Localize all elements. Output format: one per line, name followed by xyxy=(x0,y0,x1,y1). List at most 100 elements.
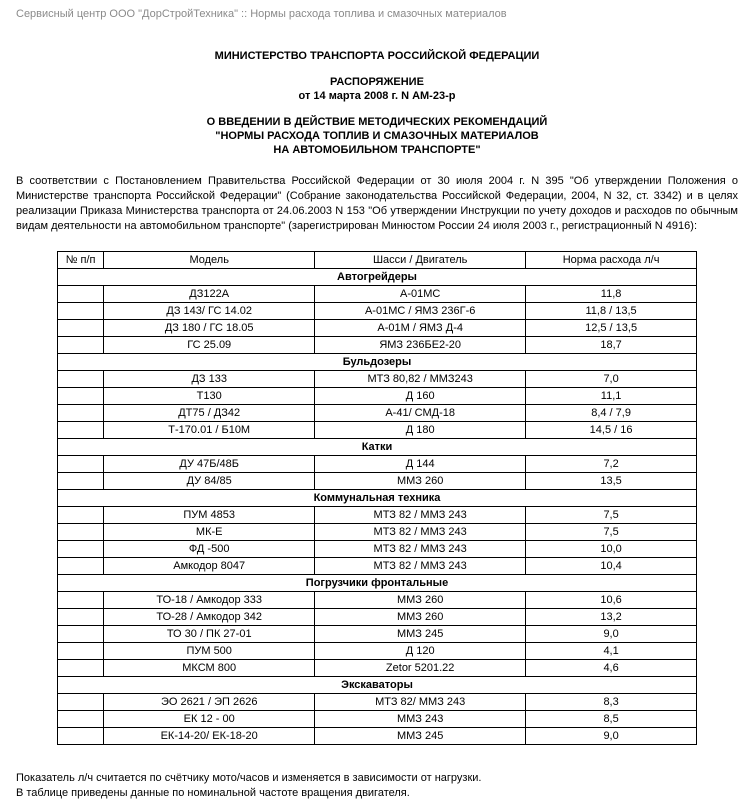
cell-index xyxy=(58,507,104,524)
table-row: Т130Д 16011,1 xyxy=(58,388,697,405)
cell-model: ДЗ 133 xyxy=(104,371,315,388)
table-row: ФД -500МТЗ 82 / ММЗ 24310,0 xyxy=(58,541,697,558)
cell-model: ДТ75 / ДЗ42 xyxy=(104,405,315,422)
cell-rate: 13,2 xyxy=(526,609,697,626)
table-row: Т-170.01 / Б10МД 18014,5 / 16 xyxy=(58,422,697,439)
document-header: МИНИСТЕРСТВО ТРАНСПОРТА РОССИЙСКОЙ ФЕДЕР… xyxy=(16,50,738,156)
cell-rate: 13,5 xyxy=(526,473,697,490)
title-line-2: "НОРМЫ РАСХОДА ТОПЛИВ И СМАЗОЧНЫХ МАТЕРИ… xyxy=(16,130,738,142)
table-header-row: № п/п Модель Шасси / Двигатель Норма рас… xyxy=(58,252,697,269)
cell-index xyxy=(58,388,104,405)
cell-index xyxy=(58,558,104,575)
footnote-line-2: В таблице приведены данные по номинально… xyxy=(16,786,738,801)
cell-rate: 7,2 xyxy=(526,456,697,473)
cell-model: Амкодор 8047 xyxy=(104,558,315,575)
cell-rate: 12,5 / 13,5 xyxy=(526,320,697,337)
cell-rate: 8,5 xyxy=(526,711,697,728)
cell-index xyxy=(58,456,104,473)
cell-index xyxy=(58,592,104,609)
cell-model: Т130 xyxy=(104,388,315,405)
cell-engine: А-41/ СМД-18 xyxy=(315,405,526,422)
order-line: РАСПОРЯЖЕНИЕ xyxy=(16,76,738,88)
cell-rate: 7,5 xyxy=(526,524,697,541)
cell-engine: А-01МС / ЯМЗ 236Г-6 xyxy=(315,303,526,320)
cell-rate: 7,0 xyxy=(526,371,697,388)
table-row: ДЗ 143/ ГС 14.02А-01МС / ЯМЗ 236Г-611,8 … xyxy=(58,303,697,320)
intro-paragraph: В соответствии с Постановлением Правител… xyxy=(16,174,738,233)
breadcrumb: Сервисный центр ООО "ДорСтройТехника" ::… xyxy=(16,8,738,20)
cell-index xyxy=(58,320,104,337)
cell-model: ДЗ122А xyxy=(104,286,315,303)
cell-index xyxy=(58,303,104,320)
cell-model: ТО 30 / ПК 27-01 xyxy=(104,626,315,643)
cell-index xyxy=(58,286,104,303)
cell-model: ЕК 12 - 00 xyxy=(104,711,315,728)
cell-model: ДУ 47Б/48Б xyxy=(104,456,315,473)
table-row: ТО 30 / ПК 27-01ММЗ 2459,0 xyxy=(58,626,697,643)
cell-engine: Zetor 5201.22 xyxy=(315,660,526,677)
cell-engine: А-01М / ЯМЗ Д-4 xyxy=(315,320,526,337)
cell-engine: ММЗ 245 xyxy=(315,626,526,643)
cell-rate: 11,1 xyxy=(526,388,697,405)
cell-engine: Д 144 xyxy=(315,456,526,473)
cell-rate: 7,5 xyxy=(526,507,697,524)
section-row: Погрузчики фронтальные xyxy=(58,575,697,592)
cell-engine: Д 160 xyxy=(315,388,526,405)
cell-rate: 8,3 xyxy=(526,694,697,711)
table-row: ГС 25.09ЯМЗ 236БЕ2-2018,7 xyxy=(58,337,697,354)
section-title-cell: Бульдозеры xyxy=(58,354,697,371)
table-row: ЕК 12 - 00ММЗ 2438,5 xyxy=(58,711,697,728)
cell-engine: МТЗ 82 / ММЗ 243 xyxy=(315,507,526,524)
cell-engine: ММЗ 260 xyxy=(315,473,526,490)
cell-index xyxy=(58,728,104,745)
footnote-line-1: Показатель л/ч считается по счётчику мот… xyxy=(16,771,738,786)
table-row: ДЗ 180 / ГС 18.05А-01М / ЯМЗ Д-412,5 / 1… xyxy=(58,320,697,337)
cell-model: Т-170.01 / Б10М xyxy=(104,422,315,439)
section-row: Экскаваторы xyxy=(58,677,697,694)
table-row: ДУ 47Б/48БД 1447,2 xyxy=(58,456,697,473)
table-row: ТО-28 / Амкодор 342ММЗ 26013,2 xyxy=(58,609,697,626)
section-title-cell: Автогрейдеры xyxy=(58,269,697,286)
cell-rate: 18,7 xyxy=(526,337,697,354)
col-header-engine: Шасси / Двигатель xyxy=(315,252,526,269)
cell-model: ДЗ 180 / ГС 18.05 xyxy=(104,320,315,337)
table-row: ПУМ 4853МТЗ 82 / ММЗ 2437,5 xyxy=(58,507,697,524)
cell-model: ДУ 84/85 xyxy=(104,473,315,490)
table-row: ПУМ 500Д 1204,1 xyxy=(58,643,697,660)
cell-index xyxy=(58,422,104,439)
table-row: ДЗ 133МТЗ 80,82 / ММЗ2437,0 xyxy=(58,371,697,388)
cell-model: ГС 25.09 xyxy=(104,337,315,354)
table-row: ЭО 2621 / ЭП 2626МТЗ 82/ ММЗ 2438,3 xyxy=(58,694,697,711)
cell-engine: ММЗ 260 xyxy=(315,609,526,626)
cell-model: ПУМ 4853 xyxy=(104,507,315,524)
cell-engine: МТЗ 82 / ММЗ 243 xyxy=(315,558,526,575)
cell-index xyxy=(58,405,104,422)
cell-engine: МТЗ 82/ ММЗ 243 xyxy=(315,694,526,711)
cell-engine: ММЗ 243 xyxy=(315,711,526,728)
col-header-model: Модель xyxy=(104,252,315,269)
cell-index xyxy=(58,473,104,490)
ministry-line: МИНИСТЕРСТВО ТРАНСПОРТА РОССИЙСКОЙ ФЕДЕР… xyxy=(16,50,738,62)
table-row: ЕК-14-20/ ЕК-18-20ММЗ 2459,0 xyxy=(58,728,697,745)
cell-model: ФД -500 xyxy=(104,541,315,558)
section-row: Автогрейдеры xyxy=(58,269,697,286)
section-title-cell: Катки xyxy=(58,439,697,456)
title-line-1: О ВВЕДЕНИИ В ДЕЙСТВИЕ МЕТОДИЧЕСКИХ РЕКОМ… xyxy=(16,116,738,128)
cell-rate: 11,8 / 13,5 xyxy=(526,303,697,320)
cell-engine: МТЗ 82 / ММЗ 243 xyxy=(315,524,526,541)
cell-index xyxy=(58,643,104,660)
section-row: Катки xyxy=(58,439,697,456)
table-row: ТО-18 / Амкодор 333ММЗ 26010,6 xyxy=(58,592,697,609)
footnote: Показатель л/ч считается по счётчику мот… xyxy=(16,771,738,801)
cell-model: ЭО 2621 / ЭП 2626 xyxy=(104,694,315,711)
table-row: ДТ75 / ДЗ42А-41/ СМД-188,4 / 7,9 xyxy=(58,405,697,422)
cell-rate: 11,8 xyxy=(526,286,697,303)
cell-index xyxy=(58,371,104,388)
section-title-cell: Экскаваторы xyxy=(58,677,697,694)
cell-engine: ЯМЗ 236БЕ2-20 xyxy=(315,337,526,354)
title-line-3: НА АВТОМОБИЛЬНОМ ТРАНСПОРТЕ" xyxy=(16,144,738,156)
cell-rate: 4,6 xyxy=(526,660,697,677)
cell-engine: ММЗ 260 xyxy=(315,592,526,609)
cell-rate: 10,6 xyxy=(526,592,697,609)
cell-index xyxy=(58,694,104,711)
